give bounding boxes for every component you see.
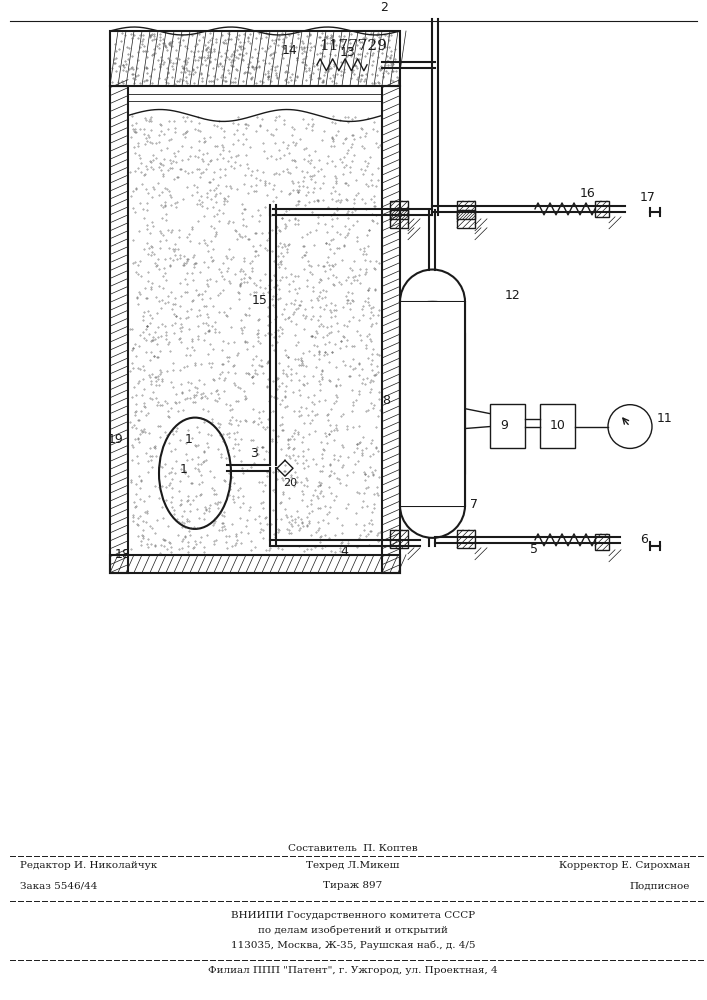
Text: 6: 6 — [640, 533, 648, 546]
Bar — [110, 555, 400, 573]
Text: Филиал ППП "Патент", г. Ужгород, ул. Проектная, 4: Филиал ППП "Патент", г. Ужгород, ул. Про… — [208, 966, 498, 975]
Text: 3: 3 — [250, 447, 258, 460]
Bar — [382, 86, 400, 573]
Text: 1: 1 — [180, 463, 188, 476]
Text: 7: 7 — [470, 498, 478, 511]
Bar — [400, 302, 465, 506]
Text: 16: 16 — [580, 187, 596, 200]
Text: 10: 10 — [550, 419, 566, 432]
Text: 5: 5 — [530, 543, 538, 556]
Text: 1: 1 — [185, 433, 193, 446]
Ellipse shape — [159, 418, 231, 529]
Text: 9: 9 — [500, 419, 508, 432]
Bar — [457, 530, 475, 548]
Bar — [390, 201, 408, 219]
Text: 15: 15 — [252, 294, 268, 307]
Text: 8: 8 — [382, 394, 390, 407]
Bar — [540, 404, 575, 448]
Text: 13: 13 — [340, 46, 356, 59]
Bar — [457, 210, 475, 228]
Text: Техред Л.Микеш: Техред Л.Микеш — [306, 861, 399, 870]
Text: 2: 2 — [380, 1, 388, 14]
Text: 18: 18 — [115, 548, 131, 561]
Text: Составитель  П. Коптев: Составитель П. Коптев — [288, 844, 418, 853]
Text: по делам изобретений и открытий: по делам изобретений и открытий — [258, 926, 448, 935]
Text: 1177729: 1177729 — [319, 39, 387, 53]
Text: 113035, Москва, Ж-35, Раушская наб., д. 4/5: 113035, Москва, Ж-35, Раушская наб., д. … — [230, 941, 475, 950]
Text: Тираж 897: Тираж 897 — [323, 881, 382, 890]
Text: Заказ 5546/44: Заказ 5546/44 — [20, 881, 98, 890]
Bar — [390, 210, 408, 228]
Text: 17: 17 — [640, 191, 656, 204]
Text: 20: 20 — [283, 478, 297, 488]
Bar — [390, 530, 408, 548]
Text: 11: 11 — [657, 412, 673, 425]
FancyBboxPatch shape — [400, 302, 465, 506]
Text: 4: 4 — [340, 545, 348, 558]
Bar — [110, 31, 400, 86]
Bar — [490, 404, 525, 448]
Bar — [400, 302, 465, 506]
Bar — [457, 201, 475, 219]
Text: Редактор И. Николайчук: Редактор И. Николайчук — [20, 861, 157, 870]
Text: 19: 19 — [108, 433, 124, 446]
Text: 14: 14 — [282, 44, 298, 57]
Text: Корректор Е. Сирохман: Корректор Е. Сирохман — [559, 861, 690, 870]
Bar — [595, 534, 609, 550]
Text: Подписное: Подписное — [630, 881, 690, 890]
Bar — [110, 86, 128, 573]
Circle shape — [608, 405, 652, 448]
Text: 12: 12 — [505, 289, 521, 302]
Text: ВНИИПИ Государственного комитета СССР: ВНИИПИ Государственного комитета СССР — [231, 911, 475, 920]
Bar — [595, 201, 609, 217]
